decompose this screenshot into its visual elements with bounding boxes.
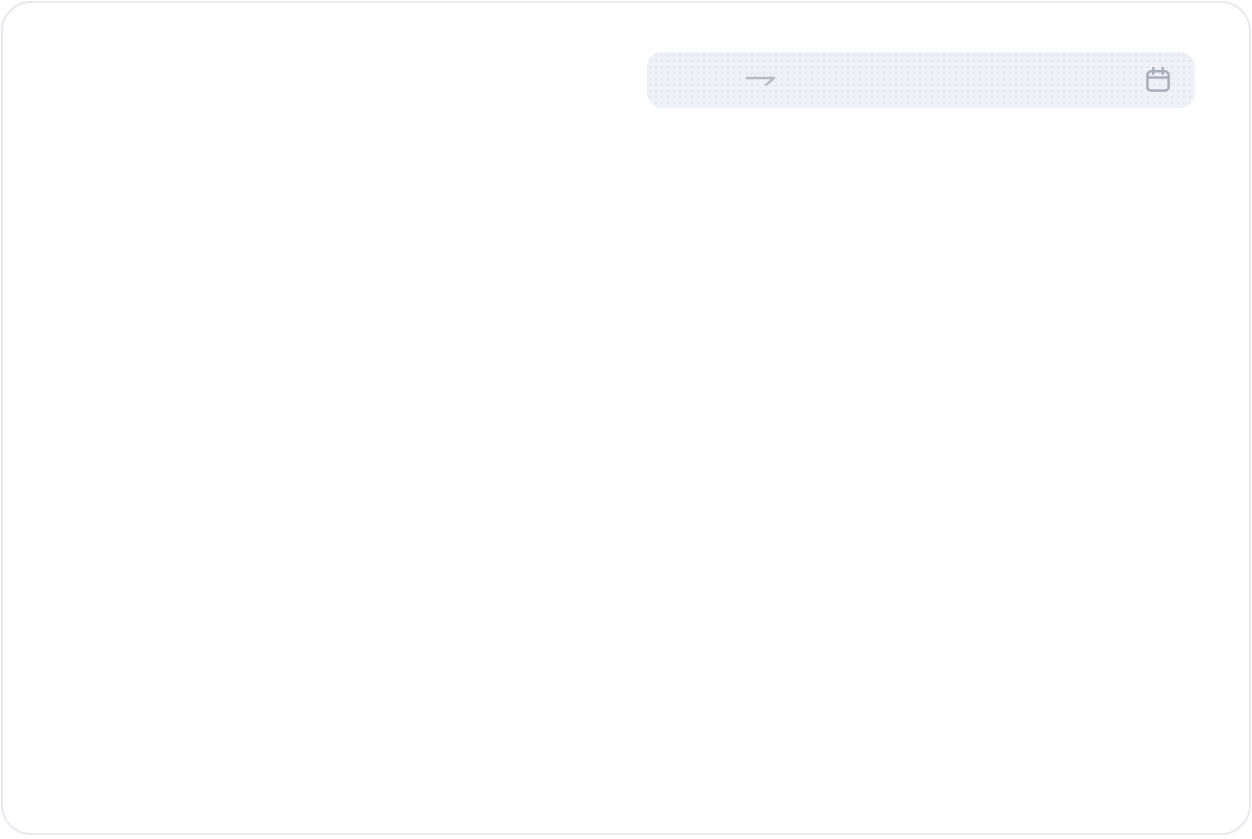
tvl-area-chart[interactable] <box>3 3 1252 839</box>
